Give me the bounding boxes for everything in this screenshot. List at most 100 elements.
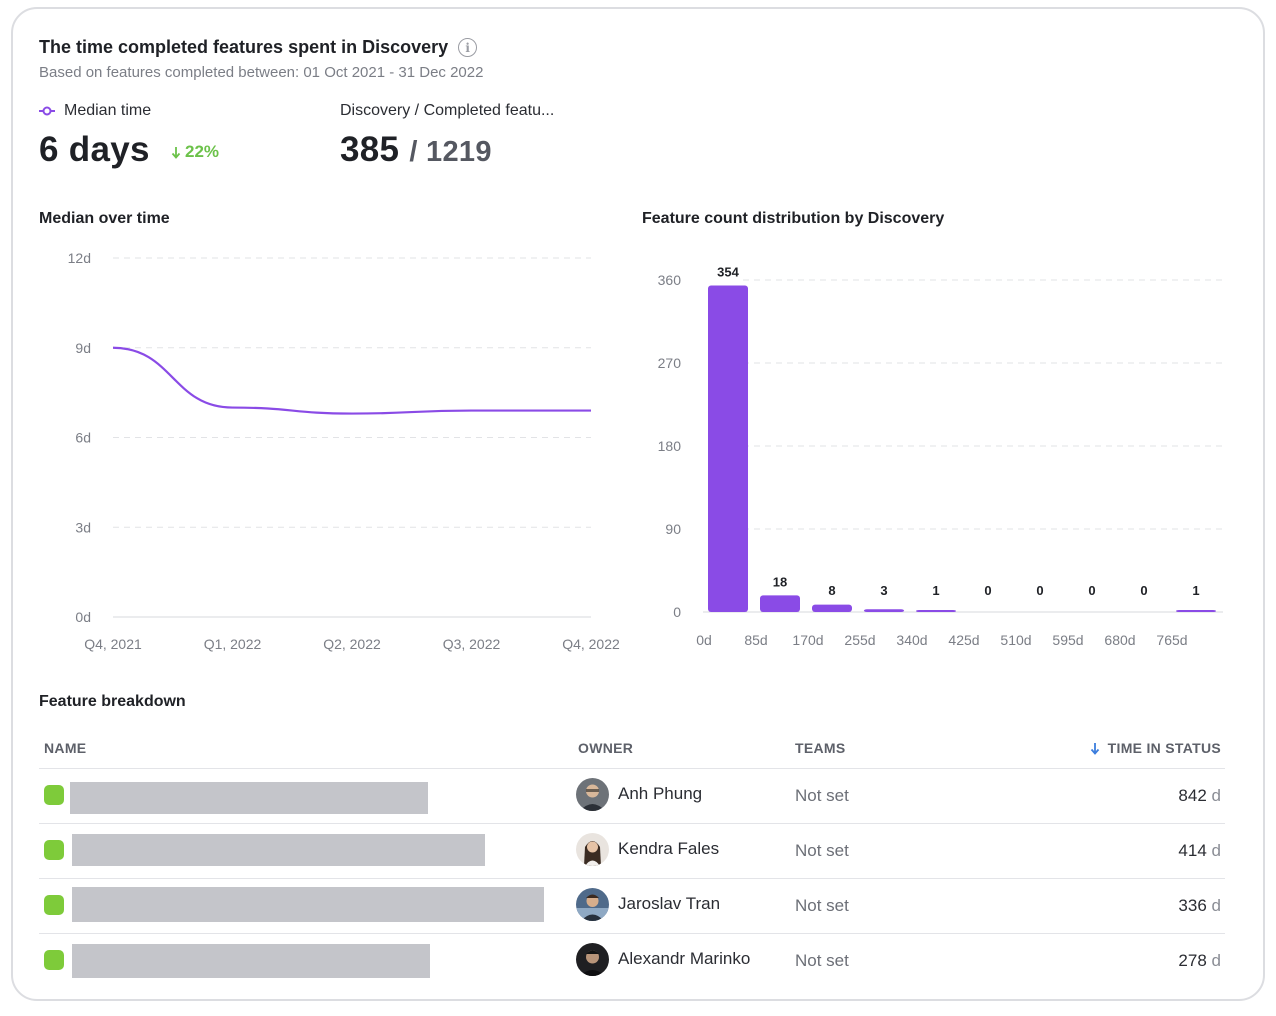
bar-value-label: 0	[1140, 583, 1147, 598]
y-tick-label: 0	[673, 604, 681, 620]
status-indicator	[44, 895, 64, 915]
table-title: Feature breakdown	[39, 693, 186, 710]
x-tick-label: 340d	[896, 632, 927, 648]
time-unit: d	[1211, 896, 1221, 915]
column-header-teams[interactable]: TEAMS	[795, 740, 846, 756]
y-tick-label: 360	[658, 272, 682, 288]
arrow-down-icon	[1090, 742, 1099, 755]
column-header-name[interactable]: NAME	[44, 740, 87, 756]
bar	[760, 595, 800, 612]
table-row[interactable]: Alexandr Marinko Not set 278 d	[39, 933, 1225, 988]
teams-value[interactable]: Not set	[795, 951, 849, 970]
median-chart-title: Median over time	[39, 210, 170, 227]
time-unit: d	[1211, 841, 1221, 860]
feature-name-redacted[interactable]	[72, 834, 485, 866]
owner-name: Alexandr Marinko	[618, 949, 751, 968]
median-line-icon	[39, 106, 55, 116]
bar	[1176, 610, 1216, 612]
time-value: 414	[1178, 841, 1207, 860]
bar	[812, 604, 852, 612]
table-row[interactable]: Anh Phung Not set 842 d	[39, 768, 1225, 823]
bar-value-label: 0	[984, 583, 991, 598]
median-label: Median time	[64, 102, 152, 119]
x-tick-label: Q4, 2022	[562, 636, 620, 652]
teams-value[interactable]: Not set	[795, 896, 849, 915]
x-tick-label: 85d	[744, 632, 767, 648]
table-row[interactable]: Jaroslav Tran Not set 336 d	[39, 878, 1225, 933]
median-legend: Median time	[39, 102, 151, 120]
x-tick-label: 510d	[1000, 632, 1031, 648]
time-in-status: 278 d	[1178, 951, 1221, 971]
ratio-denominator: / 1219	[409, 136, 492, 168]
report-subtitle: Based on features completed between: 01 …	[39, 64, 484, 81]
x-tick-label: 765d	[1156, 632, 1187, 648]
y-tick-label: 270	[658, 355, 682, 371]
y-tick-label: 6d	[75, 430, 91, 446]
time-unit: d	[1211, 951, 1221, 970]
avatar	[576, 833, 609, 866]
y-tick-label: 12d	[68, 250, 91, 266]
x-tick-label: 170d	[792, 632, 823, 648]
arrow-down-icon	[171, 146, 181, 159]
owner-name: Anh Phung	[618, 784, 703, 803]
ratio-label: Discovery / Completed featu...	[340, 102, 554, 120]
feature-name-redacted[interactable]	[72, 887, 544, 922]
x-tick-label: 255d	[844, 632, 875, 648]
y-tick-label: 3d	[75, 519, 91, 535]
time-in-status: 336 d	[1178, 896, 1221, 916]
x-tick-label: Q3, 2022	[443, 636, 501, 652]
bar-value-label: 3	[880, 583, 887, 598]
teams-value[interactable]: Not set	[795, 786, 849, 805]
x-tick-label: 680d	[1104, 632, 1135, 648]
status-indicator	[44, 950, 64, 970]
median-line-chart: 12d 9d 6d 3d 0d Q4, 2021 Q1, 2022 Q2, 2022 Q3, 2…	[68, 250, 620, 652]
median-delta-value: 22%	[185, 142, 220, 161]
bar	[708, 285, 748, 612]
median-value: 6 days	[39, 130, 150, 169]
time-value: 278	[1178, 951, 1207, 970]
feature-name-redacted[interactable]	[72, 944, 430, 978]
time-value: 336	[1178, 896, 1207, 915]
distribution-bar-chart: 360 270 180 90 0 354 0d 18 85d 8 170d 3 255d 1 340d 0 42…	[658, 265, 1223, 648]
bar-value-label: 0	[1088, 583, 1095, 598]
bar	[864, 609, 904, 612]
time-in-status: 414 d	[1178, 841, 1221, 861]
column-header-time[interactable]: TIME IN STATUS	[1090, 740, 1221, 756]
report-title: The time completed features spent in Dis…	[39, 37, 449, 57]
x-tick-label: Q2, 2022	[323, 636, 381, 652]
bar-value-label: 1	[1192, 583, 1199, 598]
bar-value-label: 8	[828, 583, 835, 598]
ratio-label-text: Discovery / Completed featu...	[340, 102, 555, 119]
teams-value[interactable]: Not set	[795, 841, 849, 860]
x-tick-label: 0d	[696, 632, 712, 648]
status-indicator	[44, 840, 64, 860]
owner-name: Kendra Fales	[618, 839, 720, 858]
x-tick-label: 595d	[1052, 632, 1083, 648]
bar-value-label: 18	[773, 574, 787, 589]
status-indicator	[44, 785, 64, 805]
ratio-value: 385 / 1219	[340, 130, 492, 170]
y-tick-label: 9d	[75, 340, 91, 356]
ratio-numerator: 385	[340, 130, 400, 169]
avatar	[576, 943, 609, 976]
bar-value-label: 354	[717, 265, 739, 280]
avatar	[576, 778, 609, 811]
dist-chart-title: Feature count distribution by Discovery	[642, 210, 945, 227]
owner-name: Jaroslav Tran	[618, 894, 721, 913]
x-tick-label: 425d	[948, 632, 979, 648]
time-value: 842	[1178, 786, 1207, 805]
x-tick-label: Q1, 2022	[204, 636, 262, 652]
column-header-owner[interactable]: OWNER	[578, 740, 634, 756]
feature-name-redacted[interactable]	[70, 782, 428, 814]
y-tick-label: 180	[658, 438, 682, 454]
table-row[interactable]: Kendra Fales Not set 414 d	[39, 823, 1225, 878]
time-in-status: 842 d	[1178, 786, 1221, 806]
column-header-time-label: TIME IN STATUS	[1107, 740, 1221, 756]
info-icon[interactable]: i	[458, 38, 478, 57]
y-tick-label: 0d	[75, 609, 91, 625]
y-tick-label: 90	[665, 521, 681, 537]
avatar	[576, 888, 609, 921]
time-unit: d	[1211, 786, 1221, 805]
x-tick-label: Q4, 2021	[84, 636, 142, 652]
bar	[916, 610, 956, 612]
